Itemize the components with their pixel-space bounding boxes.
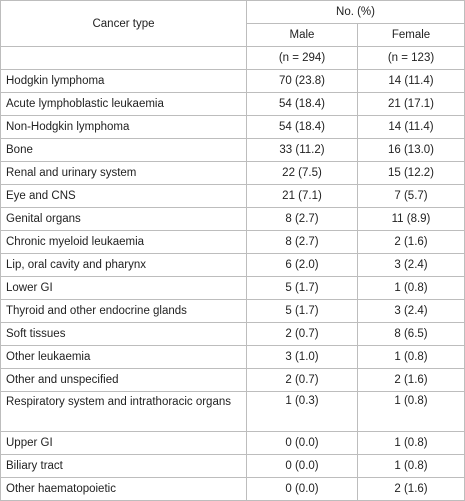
row-label: Soft tissues <box>0 322 247 346</box>
row-label: Eye and CNS <box>0 184 247 208</box>
cell: 33 (11.2) <box>246 138 358 162</box>
cell: 3 (2.4) <box>356 253 465 277</box>
row-label: Bone <box>0 138 247 162</box>
table-row: Lower GI 5 (1.7) 1 (0.8) <box>0 276 465 300</box>
cell: 5 (1.7) <box>246 299 358 323</box>
cell: 6 (2.0) <box>246 253 358 277</box>
cell: 16 (13.0) <box>356 138 465 162</box>
column-header: Female <box>356 23 465 47</box>
row-label: Lip, oral cavity and pharynx <box>0 253 247 277</box>
count-header: (n = 123) <box>356 46 465 70</box>
table-row: Chronic myeloid leukaemia 8 (2.7) 2 (1.6) <box>0 230 465 254</box>
cell: 7 (5.7) <box>356 184 465 208</box>
blank-cell <box>0 46 247 70</box>
table-row: Lip, oral cavity and pharynx 6 (2.0) 3 (2.… <box>0 253 465 277</box>
cell: 22 (7.5) <box>246 161 358 185</box>
cell: 54 (18.4) <box>246 92 358 116</box>
table-row: Other and unspecified 2 (0.7) 2 (1.6) <box>0 368 465 392</box>
cell: 0 (0.0) <box>246 431 358 455</box>
cell: 1 (0.8) <box>356 431 465 455</box>
table-row: Renal and urinary system 22 (7.5) 15 (12.2… <box>0 161 465 185</box>
row-label: Genital organs <box>0 207 247 231</box>
cell: 70 (23.8) <box>246 69 358 93</box>
row-label: Chronic myeloid leukaemia <box>0 230 247 254</box>
table-row: Thyroid and other endocrine glands 5 (1.7… <box>0 299 465 323</box>
count-header: (n = 294) <box>246 46 358 70</box>
table-row: Non-Hodgkin lymphoma 54 (18.4) 14 (11.4) <box>0 115 465 139</box>
cell: 11 (8.9) <box>356 207 465 231</box>
table-row: Hodgkin lymphoma 70 (23.8) 14 (11.4) <box>0 69 465 93</box>
cell: 1 (0.8) <box>356 276 465 300</box>
cell: 2 (1.6) <box>356 368 465 392</box>
table-row: Biliary tract 0 (0.0) 1 (0.8) <box>0 454 465 478</box>
cell: 1 (0.8) <box>356 391 465 432</box>
cell: 21 (7.1) <box>246 184 358 208</box>
cell: 2 (1.6) <box>356 230 465 254</box>
table-row: Acute lymphoblastic leukaemia 54 (18.4) 21… <box>0 92 465 116</box>
cell: 14 (11.4) <box>356 115 465 139</box>
cell: 54 (18.4) <box>246 115 358 139</box>
row-label: Upper GI <box>0 431 247 455</box>
column-header: Male <box>246 23 358 47</box>
row-label: Acute lymphoblastic leukaemia <box>0 92 247 116</box>
group-header: No. (%) <box>245 0 465 24</box>
table-row: Eye and CNS 21 (7.1) 7 (5.7) <box>0 184 465 208</box>
cell: 2 (0.7) <box>246 322 358 346</box>
cell: 15 (12.2) <box>356 161 465 185</box>
row-label: Non-Hodgkin lymphoma <box>0 115 247 139</box>
cell: 1 (0.8) <box>356 454 465 478</box>
row-label: Thyroid and other endocrine glands <box>0 299 247 323</box>
row-label: Other and unspecified <box>0 368 247 392</box>
table-row: Other leukaemia 3 (1.0) 1 (0.8) <box>0 345 465 369</box>
row-label: Respiratory system and intrathoracic org… <box>0 391 247 432</box>
table-row: Upper GI 0 (0.0) 1 (0.8) <box>0 431 465 455</box>
row-label: Renal and urinary system <box>0 161 247 185</box>
table-row: Soft tissues 2 (0.7) 8 (6.5) <box>0 322 465 346</box>
cell: 3 (2.4) <box>356 299 465 323</box>
row-label: Biliary tract <box>0 454 247 478</box>
cell: 8 (6.5) <box>356 322 465 346</box>
row-header: Cancer type <box>0 0 247 47</box>
row-label: Lower GI <box>0 276 247 300</box>
cell: 1 (0.8) <box>356 345 465 369</box>
table-row: Bone 33 (11.2) 16 (13.0) <box>0 138 465 162</box>
cell: 21 (17.1) <box>356 92 465 116</box>
cell: 8 (2.7) <box>246 207 358 231</box>
row-label: Hodgkin lymphoma <box>0 69 247 93</box>
row-label: Other leukaemia <box>0 345 247 369</box>
cell: 14 (11.4) <box>356 69 465 93</box>
cell: 2 (0.7) <box>246 368 358 392</box>
cell: 8 (2.7) <box>246 230 358 254</box>
cell: 3 (1.0) <box>246 345 358 369</box>
table-row: Respiratory system and intrathoracic org… <box>0 391 465 432</box>
table-body: Hodgkin lymphoma 70 (23.8) 14 (11.4) Acute … <box>0 69 465 501</box>
cell: 0 (0.0) <box>246 454 358 478</box>
cell: 1 (0.3) <box>246 391 358 432</box>
table-row: Genital organs 8 (2.7) 11 (8.9) <box>0 207 465 231</box>
cell: 5 (1.7) <box>246 276 358 300</box>
